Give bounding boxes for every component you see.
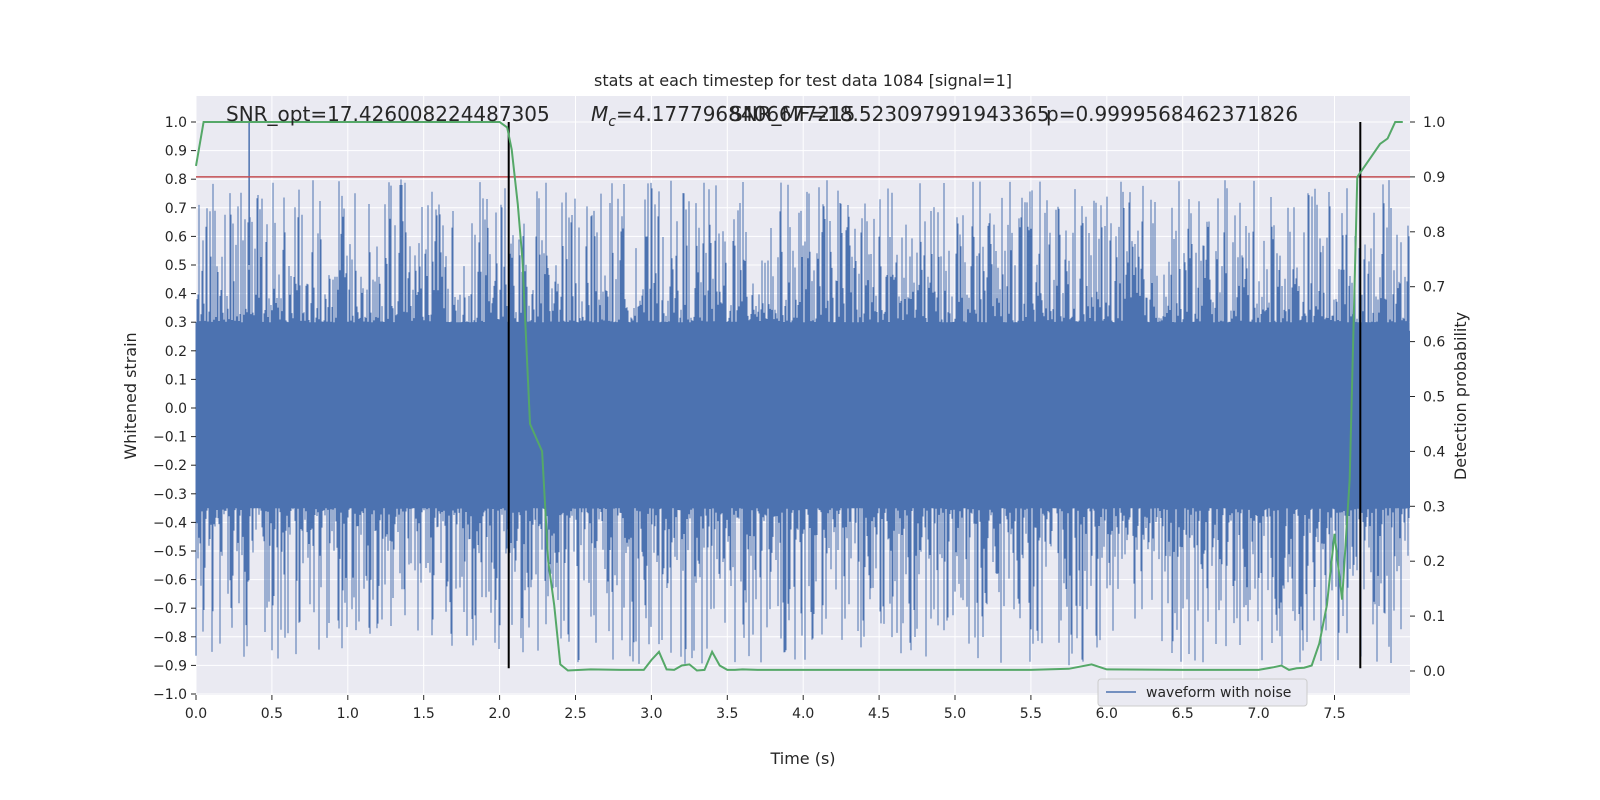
y-left-tick-label-12: −0.2 xyxy=(153,458,187,474)
x-tick-label-7: 3.5 xyxy=(716,706,738,722)
annotation-mc: Mc=4.1777968406677215 xyxy=(591,102,855,130)
y-left-tick-label-9: 0.1 xyxy=(165,372,187,388)
y-left-tick-label-11: −0.1 xyxy=(153,430,187,446)
reference-lines xyxy=(196,122,1410,669)
x-tick-label-14: 7.0 xyxy=(1247,706,1269,722)
y-left-tick-label-7: 0.3 xyxy=(165,315,187,331)
y-left-tick-label-10: 0.0 xyxy=(165,401,187,417)
chart-title: stats at each timestep for test data 108… xyxy=(594,71,1012,90)
y-right-tick-label-3: 0.7 xyxy=(1423,280,1445,296)
y-right-tick-label-9: 0.1 xyxy=(1423,609,1445,625)
y-left-tick-label-19: −0.9 xyxy=(153,658,187,674)
y-left-tick-label-5: 0.5 xyxy=(165,258,187,274)
y-left-tick-label-13: −0.3 xyxy=(153,487,187,503)
y-right-tick-label-2: 0.8 xyxy=(1423,225,1445,241)
y-left-tick-label-14: −0.4 xyxy=(153,515,187,531)
series-waveform-with-noise xyxy=(195,122,1410,666)
y-axis-label-left: Whitened strain xyxy=(121,332,140,459)
y-right-tick-label-8: 0.2 xyxy=(1423,554,1445,570)
y-right-tick-label-1: 0.9 xyxy=(1423,170,1445,186)
y-right-tick-label-7: 0.3 xyxy=(1423,499,1445,515)
y-left-tick-label-15: −0.5 xyxy=(153,544,187,560)
series-detection-probability xyxy=(195,121,1403,672)
x-tick-label-0: 0.0 xyxy=(185,706,207,722)
x-tick-label-2: 1.0 xyxy=(337,706,359,722)
y-left-tick-label-8: 0.2 xyxy=(165,344,187,360)
y-left-tick-label-1: 0.9 xyxy=(165,144,187,160)
y-left-tick-label-16: −0.6 xyxy=(153,573,187,589)
x-tick-label-3: 1.5 xyxy=(413,706,435,722)
x-tick-label-8: 4.0 xyxy=(792,706,814,722)
annotation-p: p=0.9999568462371826 xyxy=(1046,102,1298,126)
x-tick-label-12: 6.0 xyxy=(1096,706,1118,722)
x-tick-label-9: 4.5 xyxy=(868,706,890,722)
y-right-tick-label-0: 1.0 xyxy=(1423,115,1445,131)
legend-box xyxy=(1097,678,1308,707)
y-right-tick-label-5: 0.5 xyxy=(1423,390,1445,406)
y-left-tick-label-6: 0.4 xyxy=(165,287,187,303)
y-left-tick-label-4: 0.6 xyxy=(165,229,187,245)
annotation-snr-mf: SNR_MF=18.523097991943365 xyxy=(730,102,1050,126)
y-left-tick-label-17: −0.7 xyxy=(153,601,187,617)
y-left-tick-label-3: 0.7 xyxy=(165,201,187,217)
x-axis-label: Time (s) xyxy=(769,749,835,768)
waveform-trace xyxy=(195,179,1410,666)
x-tick-label-4: 2.0 xyxy=(488,706,510,722)
legend: waveform with noise xyxy=(1097,678,1308,707)
x-tick-label-1: 0.5 xyxy=(261,706,283,722)
legend-label-waveform: waveform with noise xyxy=(1146,685,1291,701)
annotation-snr-opt: SNR_opt=17.426008224487305 xyxy=(226,102,550,126)
x-tick-label-5: 2.5 xyxy=(564,706,586,722)
y-right-tick-label-6: 0.4 xyxy=(1423,444,1445,460)
detection-probability-line xyxy=(195,121,1403,672)
y-left-tick-label-0: 1.0 xyxy=(165,115,187,131)
x-tick-label-11: 5.5 xyxy=(1020,706,1042,722)
y-right-tick-label-4: 0.6 xyxy=(1423,335,1445,351)
x-tick-label-13: 6.5 xyxy=(1172,706,1194,722)
x-tick-label-10: 5.0 xyxy=(944,706,966,722)
x-tick-label-15: 7.5 xyxy=(1323,706,1345,722)
y-axis-label-right: Detection probability xyxy=(1451,312,1470,480)
x-tick-label-6: 3.0 xyxy=(640,706,662,722)
axis-ticks: 0.0 0.5 1.0 1.5 2.0 2.5 3.0 3.5 4.0 4.5 5.0 5.5 6.0 6… xyxy=(153,115,1445,722)
y-right-tick-label-10: 0.0 xyxy=(1423,664,1445,680)
y-left-tick-label-20: −1.0 xyxy=(153,687,187,703)
y-left-tick-label-2: 0.8 xyxy=(165,172,187,188)
y-left-tick-label-18: −0.8 xyxy=(153,630,187,646)
